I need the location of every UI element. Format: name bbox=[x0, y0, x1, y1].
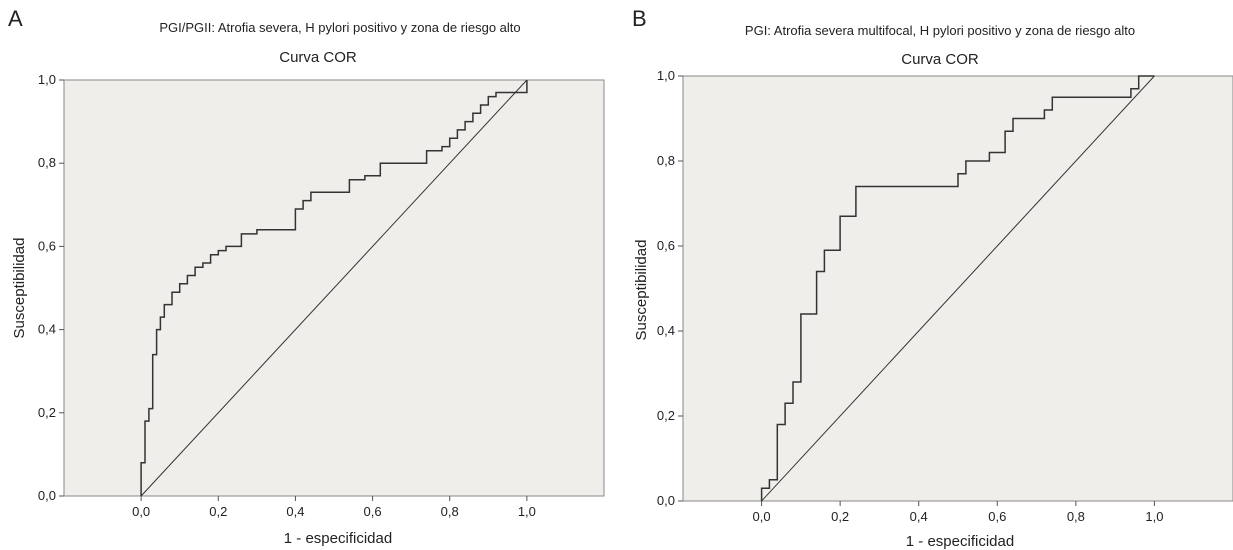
panel-a-y-tick-label: 0,8 bbox=[38, 155, 56, 170]
panel-b-x-tick-label: 1,0 bbox=[1145, 509, 1163, 524]
panel-b-x-tick-label: 0,6 bbox=[988, 509, 1006, 524]
panel-a-roc-curve bbox=[140, 80, 528, 496]
panel-b-y-tick-label: 0,8 bbox=[657, 153, 675, 168]
panel-b-x-tick-label: 0,8 bbox=[1067, 509, 1085, 524]
panel-b-title: Curva COR bbox=[901, 51, 979, 68]
panel-a-x-tick-label: 0,8 bbox=[441, 504, 459, 519]
panel-a-x-tick-label: 0,2 bbox=[209, 504, 227, 519]
panel-b-x-tick-label: 0,4 bbox=[910, 509, 928, 524]
panel-b-letter: B bbox=[632, 6, 647, 31]
panel-a-y-axis-label: Susceptibilidad bbox=[11, 238, 28, 339]
panel-a-y-tick-label: 0,0 bbox=[38, 488, 56, 503]
panel-a-x-tick-label: 1,0 bbox=[518, 504, 536, 519]
panel-b-suptitle: PGI: Atrofia severa multifocal, H pylori… bbox=[745, 23, 1135, 38]
panel-b-y-tick-label: 0,4 bbox=[657, 323, 675, 338]
panel-a-x-tick-label: 0,0 bbox=[132, 504, 150, 519]
panel-a-y-tick-label: 0,6 bbox=[38, 238, 56, 253]
panel-b-y-tick-label: 1,0 bbox=[657, 68, 675, 83]
panel-a-title: Curva COR bbox=[279, 49, 357, 66]
panel-b-x-tick-label: 0,2 bbox=[831, 509, 849, 524]
panel-b-x-tick-label: 0,0 bbox=[753, 509, 771, 524]
panel-a: A PGI/PGII: Atrofia severa, H pylori pos… bbox=[8, 6, 605, 547]
panel-b-y-tick-label: 0,2 bbox=[657, 408, 675, 423]
panel-b-y-axis-label: Susceptibilidad bbox=[633, 240, 650, 341]
panel-b-roc-curve bbox=[760, 75, 1155, 501]
panel-b-x-axis-label: 1 - especificidad bbox=[906, 533, 1014, 550]
panel-a-letter: A bbox=[8, 6, 23, 31]
panel-b-y-tick-label: 0,0 bbox=[657, 493, 675, 508]
panel-a-x-tick-label: 0,4 bbox=[286, 504, 304, 519]
panel-b-reference-line bbox=[761, 75, 1155, 502]
panel-a-x-tick-label: 0,6 bbox=[364, 504, 382, 519]
panel-a-y-tick-label: 1,0 bbox=[38, 72, 56, 87]
panel-b: B PGI: Atrofia severa multifocal, H pylo… bbox=[632, 6, 1233, 550]
panel-a-y-tick-label: 0,4 bbox=[38, 322, 56, 337]
panel-a-suptitle: PGI/PGII: Atrofia severa, H pylori posit… bbox=[159, 20, 520, 35]
panel-a-y-tick-label: 0,2 bbox=[38, 405, 56, 420]
panel-a-reference-line bbox=[140, 79, 528, 497]
panel-a-x-axis-label: 1 - especificidad bbox=[284, 530, 392, 547]
panel-b-y-tick-label: 0,6 bbox=[657, 238, 675, 253]
